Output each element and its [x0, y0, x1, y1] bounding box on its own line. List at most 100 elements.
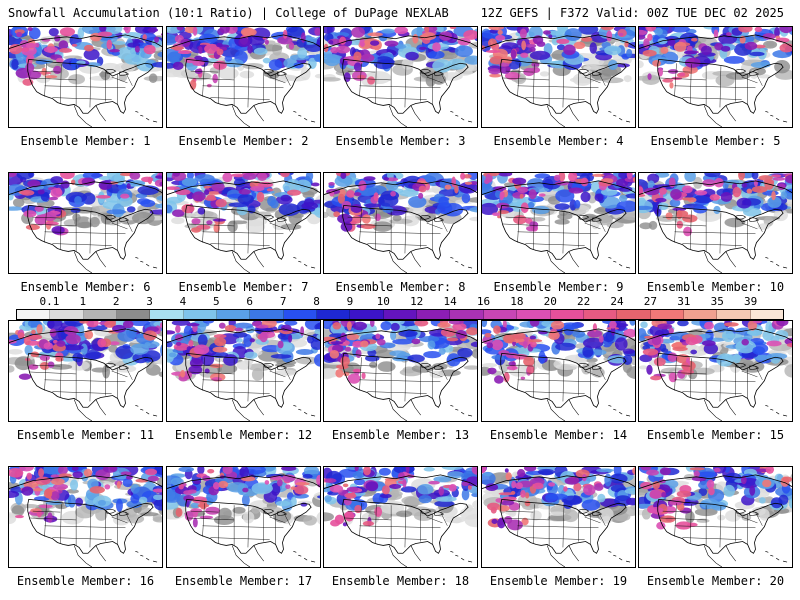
ensemble-member-map — [8, 320, 163, 422]
state-border — [674, 525, 756, 529]
country-outline — [185, 58, 312, 114]
colorbar-tick-label: 27 — [643, 295, 658, 308]
islands — [765, 110, 788, 123]
state-border — [375, 358, 377, 398]
great-lakes — [578, 215, 602, 222]
colorbar-tick-label: 24 — [610, 295, 624, 308]
colorbar-tick-label: 4 — [179, 295, 187, 308]
state-border — [29, 371, 77, 375]
colorbar-tick-label: 7 — [279, 295, 287, 308]
state-border — [344, 371, 392, 375]
ensemble-member-map — [481, 172, 636, 274]
ensemble-member-label: Ensemble Member: 1 — [20, 134, 151, 148]
state-border — [111, 370, 128, 378]
ensemble-member-map — [638, 172, 793, 274]
state-border — [674, 231, 756, 235]
state-border — [533, 358, 535, 398]
great-lakes — [578, 69, 602, 76]
snowfall-shading — [167, 321, 320, 382]
coastline — [482, 328, 635, 343]
state-border — [426, 76, 443, 84]
coastline — [482, 34, 635, 49]
snowfall-shading — [639, 467, 792, 530]
state-border — [502, 371, 550, 375]
ensemble-member-map — [8, 466, 163, 568]
state-border — [502, 77, 550, 81]
islands — [608, 110, 631, 123]
state-border — [210, 243, 270, 246]
state-border — [359, 85, 441, 89]
mexico-coast — [703, 545, 736, 567]
state-border — [426, 222, 443, 230]
state-border — [202, 379, 284, 383]
colorbar-tick-label: 22 — [577, 295, 591, 308]
ensemble-member-label: Ensemble Member: 20 — [646, 574, 785, 588]
coastline — [482, 180, 635, 195]
colorbar-segment — [650, 310, 684, 319]
mexico-coast — [73, 545, 106, 567]
colorbar-segment — [117, 310, 151, 319]
state-border — [662, 364, 691, 367]
country-outline — [185, 204, 312, 260]
colorbar-segment — [350, 310, 384, 319]
state-border — [44, 85, 126, 89]
state-border — [517, 231, 599, 235]
colorbar-tick-label: 5 — [213, 295, 220, 308]
mexico-coast — [231, 251, 264, 273]
state-border — [218, 504, 220, 544]
state-border — [187, 223, 235, 227]
state-border — [682, 537, 742, 540]
ensemble-member-label: Ensemble Member: 10 — [646, 280, 785, 294]
colorbar-segment — [517, 310, 551, 319]
state-border — [190, 216, 219, 219]
coastline — [639, 34, 792, 49]
state-border — [52, 537, 112, 540]
state-border — [347, 216, 376, 219]
ensemble-member-map — [638, 26, 793, 128]
state-border — [111, 222, 128, 230]
state-border — [674, 357, 677, 391]
colorbar-segment — [317, 310, 351, 319]
chart-title: Snowfall Accumulation (10:1 Ratio) | Col… — [8, 6, 449, 20]
mexico-coast — [388, 545, 421, 567]
state-border — [533, 210, 535, 250]
coastline — [167, 34, 320, 49]
state-border — [505, 70, 534, 73]
great-lakes — [263, 69, 287, 76]
state-border — [210, 97, 270, 100]
ensemble-member-map — [166, 320, 321, 422]
ensemble-member-label: Ensemble Member: 3 — [335, 134, 466, 148]
state-border — [690, 358, 692, 398]
ensemble-member-map — [166, 466, 321, 568]
state-border — [202, 357, 205, 391]
coastline — [324, 180, 477, 195]
coastline — [639, 328, 792, 343]
country-outline — [657, 352, 784, 408]
ensemble-member-label: Ensemble Member: 2 — [178, 134, 309, 148]
mexico-coast — [546, 399, 579, 421]
colorbar-tick-label: 0.1 — [39, 295, 60, 308]
snowfall-colorbar — [16, 309, 784, 320]
colorbar-segment — [50, 310, 84, 319]
ensemble-member-label: Ensemble Member: 6 — [20, 280, 151, 294]
state-border — [359, 209, 362, 243]
state-border — [741, 516, 758, 524]
state-border — [60, 64, 62, 104]
country-outline — [27, 352, 154, 408]
mexico-coast — [73, 251, 106, 273]
country-outline — [342, 352, 469, 408]
state-border — [674, 63, 677, 97]
great-lakes — [420, 69, 444, 76]
colorbar-segment — [383, 310, 418, 319]
ensemble-member-label: Ensemble Member: 16 — [16, 574, 155, 588]
state-border — [359, 231, 441, 235]
state-border — [659, 371, 707, 375]
state-border — [690, 210, 692, 250]
mexico-coast — [546, 251, 579, 273]
state-border — [32, 510, 61, 513]
mexico-coast — [231, 545, 264, 567]
colorbar-tick-label: 39 — [743, 295, 758, 308]
state-border — [517, 85, 599, 89]
country-outline — [342, 204, 469, 260]
mexico-coast — [231, 105, 264, 127]
